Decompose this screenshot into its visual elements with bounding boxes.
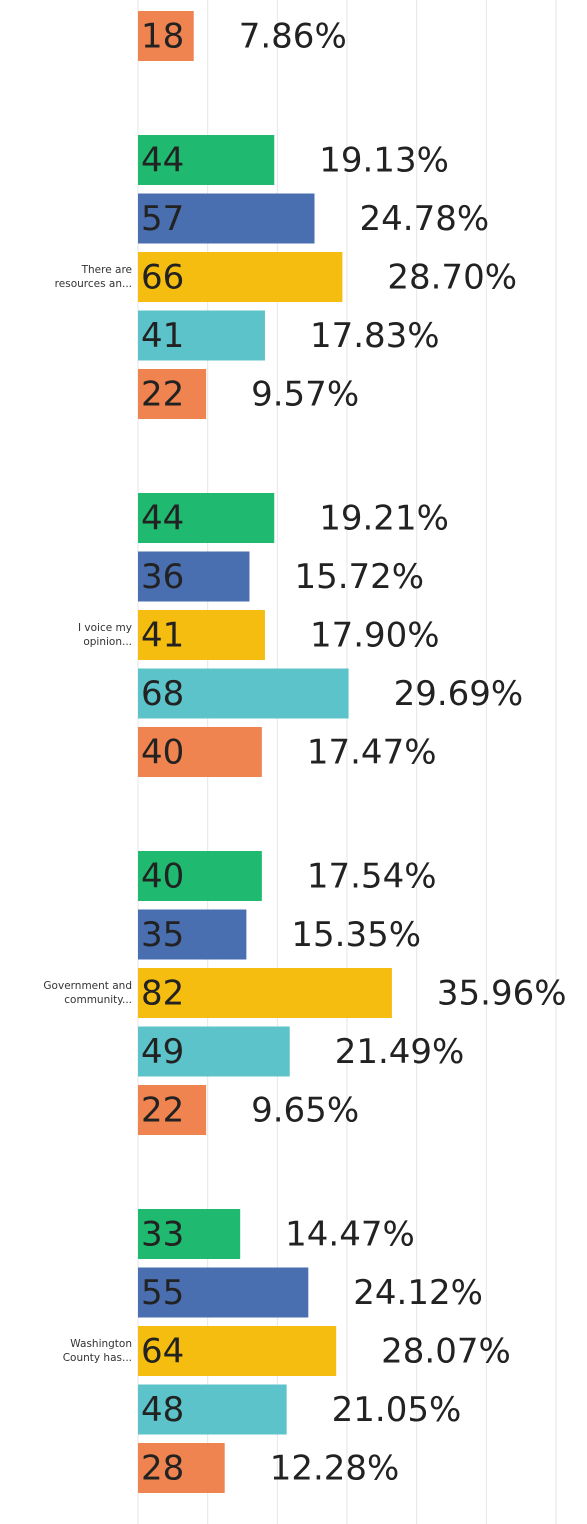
bar-value-label: 48: [141, 1390, 184, 1430]
percent-label: 19.13%: [319, 141, 449, 181]
bar: [138, 11, 194, 61]
percent-label: 15.35%: [291, 915, 421, 955]
bar: [138, 252, 343, 302]
bar-value-label: 36: [141, 557, 184, 597]
percent-label: 24.12%: [353, 1273, 483, 1313]
percent-label: 17.54%: [307, 857, 437, 897]
category-label: community...: [64, 994, 132, 1006]
percent-label: 12.28%: [270, 1449, 400, 1489]
bar: [138, 1443, 225, 1493]
percent-label: 17.83%: [310, 316, 440, 356]
bar-value-label: 33: [141, 1215, 184, 1255]
percent-label: 17.90%: [310, 616, 440, 656]
bar-value-label: 40: [141, 857, 184, 897]
percent-label: 35.96%: [437, 974, 567, 1014]
bar-value-label: 18: [141, 17, 184, 57]
bar-value-label: 64: [141, 1332, 184, 1372]
bar: [138, 909, 247, 960]
bar: [138, 1267, 309, 1318]
percent-label: 15.72%: [294, 557, 424, 597]
percent-label: 21.49%: [335, 1032, 465, 1072]
bar-value-label: 35: [141, 915, 184, 955]
percent-label: 9.65%: [251, 1091, 359, 1131]
category-label: Washington: [70, 1338, 132, 1350]
bar-value-label: 66: [141, 258, 184, 298]
bar: [138, 1209, 241, 1259]
bar: [138, 135, 275, 185]
percent-label: 17.47%: [307, 733, 437, 773]
category-label: I voice my: [78, 622, 132, 634]
percent-label: 14.47%: [285, 1215, 415, 1255]
bar-value-label: 22: [141, 375, 184, 415]
bar: [138, 668, 349, 719]
percent-label: 21.05%: [332, 1390, 462, 1430]
bar-value-label: 55: [141, 1273, 184, 1313]
bar-value-label: 57: [141, 199, 184, 239]
bar-value-label: 49: [141, 1032, 184, 1072]
bar: [138, 369, 207, 419]
bar-value-label: 40: [141, 733, 184, 773]
percent-label: 7.86%: [239, 17, 347, 57]
bar-value-label: 44: [141, 141, 184, 181]
bar: [138, 1384, 287, 1435]
bar: [138, 610, 265, 660]
percent-label: 19.21%: [319, 499, 449, 539]
bar: [138, 968, 392, 1018]
bar-value-label: 22: [141, 1091, 184, 1131]
category-label: resources an...: [55, 278, 132, 290]
percent-label: 28.07%: [381, 1332, 511, 1372]
bar-value-label: 44: [141, 499, 184, 539]
bar: [138, 493, 275, 543]
bar: [138, 727, 262, 777]
percent-label: 28.70%: [387, 258, 517, 298]
category-label: Government and: [43, 980, 132, 992]
bar-value-label: 41: [141, 316, 184, 356]
bar: [138, 193, 315, 244]
bar-value-label: 41: [141, 616, 184, 656]
bar: [138, 310, 265, 361]
bar-value-label: 28: [141, 1449, 184, 1489]
bar: [138, 551, 250, 602]
bar-value-label: 68: [141, 674, 184, 714]
percent-label: 29.69%: [394, 674, 524, 714]
category-label: opinion...: [83, 636, 132, 648]
percent-label: 24.78%: [360, 199, 490, 239]
bar: [138, 851, 262, 901]
bar: [138, 1026, 290, 1077]
percent-label: 9.57%: [251, 375, 359, 415]
bar: [138, 1085, 207, 1135]
bar-value-label: 82: [141, 974, 184, 1014]
category-label: County has...: [63, 1352, 132, 1364]
bar: [138, 1326, 337, 1376]
category-label: There are: [81, 264, 132, 276]
